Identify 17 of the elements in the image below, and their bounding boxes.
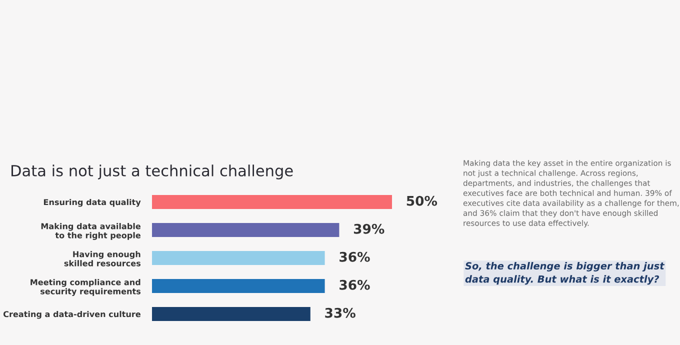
y-tick-label: Creating a data-driven culture bbox=[3, 310, 140, 319]
y-tick-label: Having enough skilled resources bbox=[64, 251, 141, 266]
y-tick-label: Making data available to the right people bbox=[41, 223, 140, 240]
data-label: 39% bbox=[354, 224, 384, 234]
bar bbox=[152, 195, 392, 209]
chart-title: Data is not just a technical challenge bbox=[12, 164, 293, 180]
bar bbox=[152, 307, 310, 321]
y-tick-label: Ensuring data quality bbox=[44, 198, 141, 207]
bar bbox=[152, 279, 325, 293]
y-tick-label: Meeting compliance and security requirements bbox=[30, 279, 141, 296]
data-label: 36% bbox=[340, 252, 370, 262]
bar bbox=[152, 251, 325, 265]
data-label: 50% bbox=[406, 196, 438, 206]
text: So, the challenge is bigger than just data quality. But what is it exactly? bbox=[465, 262, 665, 285]
bar bbox=[152, 223, 340, 237]
data-label: 36% bbox=[340, 280, 370, 290]
data-label: 33% bbox=[325, 308, 356, 318]
